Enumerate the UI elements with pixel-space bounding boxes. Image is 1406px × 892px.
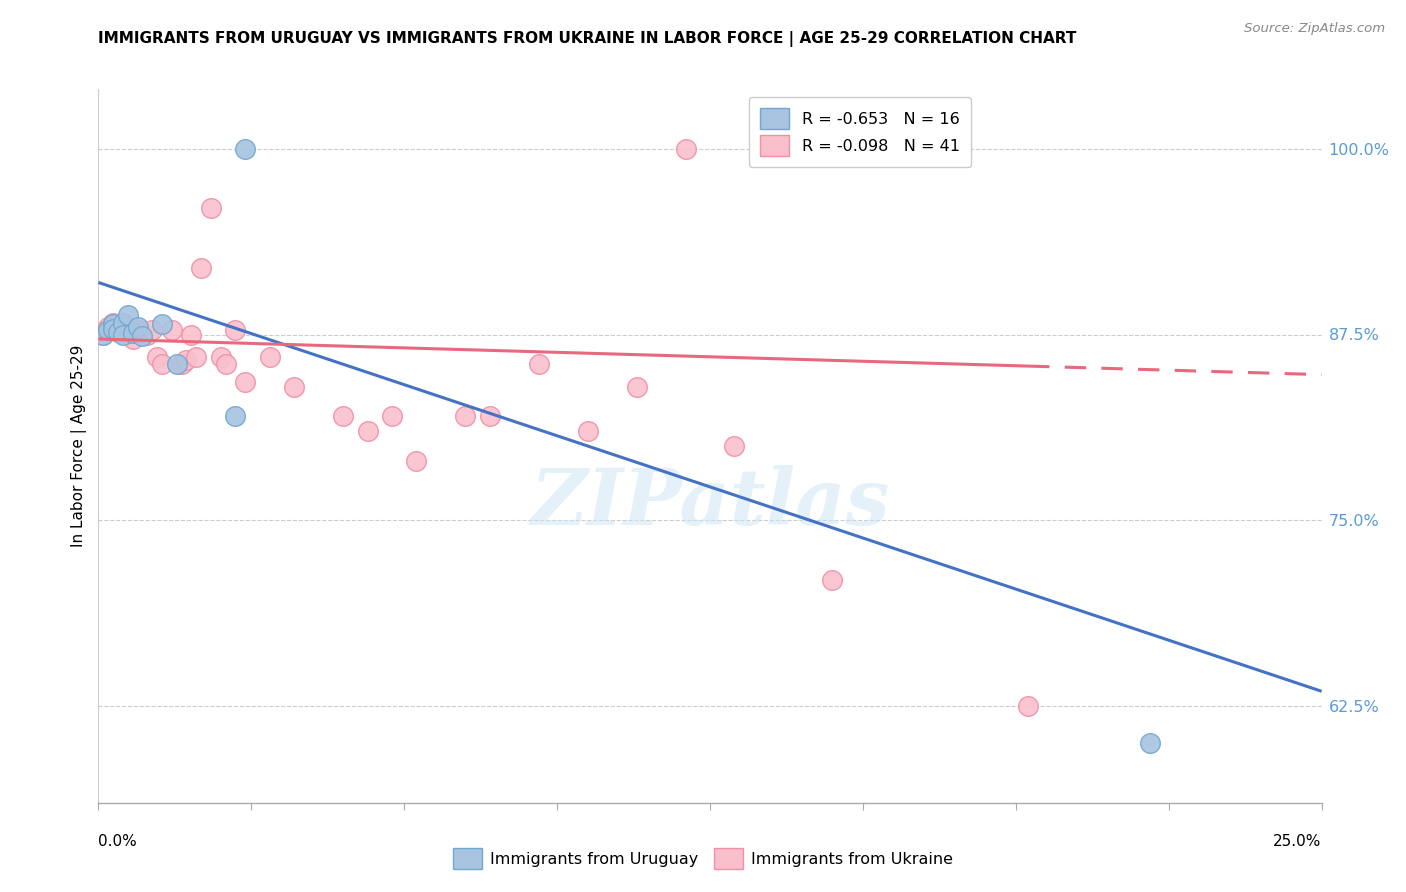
Point [107,323,129,337]
Point [127,323,149,337]
Point [97,320,120,334]
Point [136,327,159,342]
Point [186,350,208,364]
Point [224,323,246,337]
Point [97,323,120,337]
Point [190,260,212,275]
Text: 0.0%: 0.0% [98,834,138,849]
Point [91,327,114,342]
Point [97,323,120,337]
Point [117,308,139,322]
Point [283,379,305,393]
Point [233,142,256,156]
Point [141,323,163,337]
Point [626,379,648,393]
Point [111,325,134,339]
Point [107,325,129,339]
Point [405,454,427,468]
Y-axis label: In Labor Force | Age 25-29: In Labor Force | Age 25-29 [72,345,87,547]
Point [170,357,193,371]
Point [259,350,281,364]
Point [160,323,183,337]
Point [176,352,198,367]
Point [117,320,139,334]
Text: 25.0%: 25.0% [1274,834,1322,849]
Point [527,357,550,371]
Point [576,424,599,438]
Point [1139,736,1161,750]
Point [121,326,143,340]
Point [146,350,169,364]
Point [214,357,236,371]
Point [723,439,745,453]
Point [111,327,134,342]
Point [381,409,404,424]
Point [111,316,134,330]
Point [821,573,844,587]
Point [1017,699,1039,714]
Text: Source: ZipAtlas.com: Source: ZipAtlas.com [1244,22,1385,36]
Point [478,409,501,424]
Point [332,409,354,424]
Point [101,317,124,331]
Text: IMMIGRANTS FROM URUGUAY VS IMMIGRANTS FROM UKRAINE IN LABOR FORCE | AGE 25-29 CO: IMMIGRANTS FROM URUGUAY VS IMMIGRANTS FR… [98,31,1077,47]
Point [454,409,477,424]
Legend: R = -0.653   N = 16, R = -0.098   N = 41: R = -0.653 N = 16, R = -0.098 N = 41 [749,97,972,167]
Point [131,329,153,343]
Point [121,326,143,340]
Point [675,142,697,156]
Point [150,357,173,371]
Point [91,327,114,342]
Point [356,424,378,438]
Point [180,327,202,342]
Point [150,317,173,331]
Point [127,320,149,334]
Text: ZIPatlas: ZIPatlas [530,465,890,541]
Point [166,357,188,371]
Point [121,332,143,346]
Point [209,350,232,364]
Point [233,375,256,389]
Point [200,201,222,215]
Point [224,409,246,424]
Point [101,321,124,335]
Point [131,325,153,339]
Point [101,316,124,330]
Legend: Immigrants from Uruguay, Immigrants from Ukraine: Immigrants from Uruguay, Immigrants from… [447,842,959,875]
